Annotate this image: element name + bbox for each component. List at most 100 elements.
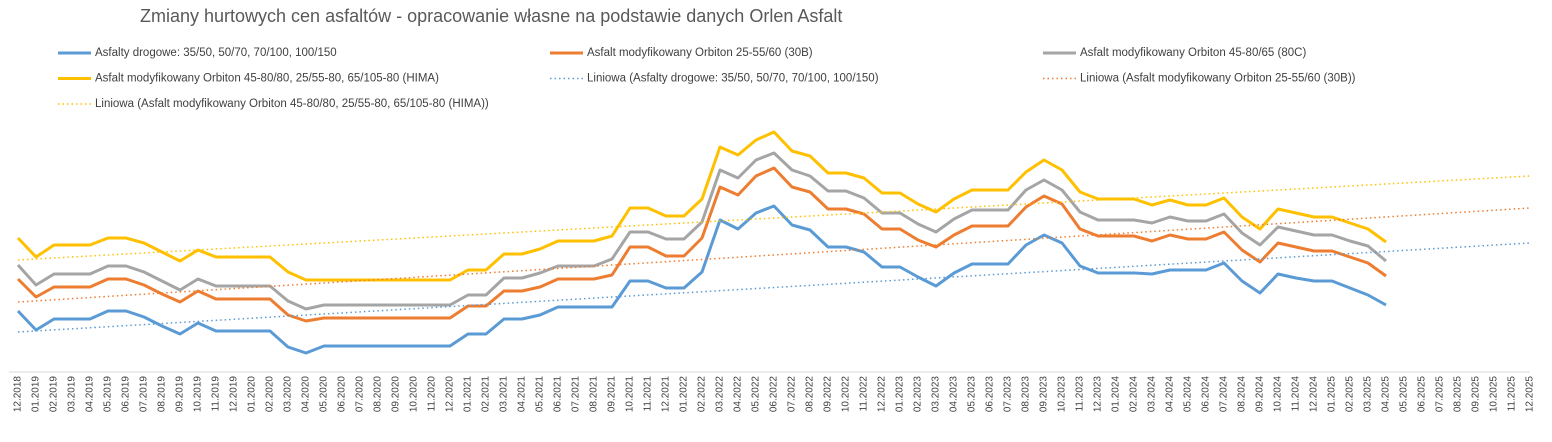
series-line xyxy=(16,204,1387,355)
x-tick-label: 06.2024 xyxy=(1201,376,1212,413)
x-tick-label: 05.2021 xyxy=(535,376,546,413)
x-tick-label: 04.2020 xyxy=(301,376,312,413)
x-tick-label: 09.2024 xyxy=(1255,376,1266,413)
x-tick-label: 02.2023 xyxy=(913,376,924,413)
trend-line xyxy=(17,175,1531,261)
series-line xyxy=(16,166,1387,323)
x-tick-label: 06.2022 xyxy=(769,376,780,413)
x-tick-label: 10.2025 xyxy=(1489,376,1500,413)
x-tick-label: 04.2024 xyxy=(1165,376,1176,413)
series-line xyxy=(16,130,1387,282)
x-tick-label: 09.2023 xyxy=(1039,376,1050,413)
x-tick-label: 01.2024 xyxy=(1111,376,1122,413)
x-tick-label: 01.2025 xyxy=(1327,376,1338,413)
x-tick-label: 01.2020 xyxy=(247,376,258,413)
x-tick-label: 04.2021 xyxy=(517,376,528,413)
x-tick-label: 02.2019 xyxy=(49,376,60,413)
x-tick-label: 11.2025 xyxy=(1507,376,1518,412)
x-tick-label: 07.2023 xyxy=(1003,376,1014,413)
x-tick-label: 06.2025 xyxy=(1417,376,1428,413)
x-tick-label: 08.2022 xyxy=(805,376,816,413)
x-tick-label: 12.2023 xyxy=(1093,376,1104,413)
x-tick-label: 11.2019 xyxy=(211,376,222,412)
x-tick-label: 05.2019 xyxy=(103,376,114,413)
x-tick-label: 10.2020 xyxy=(409,376,420,413)
x-tick-label: 10.2021 xyxy=(625,376,636,413)
x-tick-label: 10.2023 xyxy=(1057,376,1068,413)
x-tick-label: 01.2022 xyxy=(679,376,690,413)
trend-line xyxy=(17,207,1531,303)
x-tick-label: 03.2019 xyxy=(67,376,78,413)
x-tick-label: 07.2019 xyxy=(139,376,150,413)
x-tick-label: 03.2022 xyxy=(715,376,726,413)
x-tick-label: 04.2022 xyxy=(733,376,744,413)
x-tick-label: 06.2020 xyxy=(337,376,348,413)
x-tick-label: 01.2021 xyxy=(463,376,474,413)
x-tick-label: 12.2019 xyxy=(229,376,240,413)
x-tick-label: 11.2020 xyxy=(427,376,438,412)
x-tick-label: 12.2025 xyxy=(1525,376,1536,413)
x-tick-label: 12.2024 xyxy=(1309,376,1320,413)
x-tick-label: 03.2020 xyxy=(283,376,294,413)
x-tick-label: 08.2024 xyxy=(1237,376,1248,413)
legend-label: Liniowa (Asfalty drogowe: 35/50, 50/70, … xyxy=(587,73,879,85)
x-tick-label: 11.2021 xyxy=(643,376,654,412)
x-tick-label: 09.2025 xyxy=(1471,376,1482,413)
x-tick-label: 05.2025 xyxy=(1399,376,1410,413)
x-tick-label: 04.2025 xyxy=(1381,376,1392,413)
legend-label: Liniowa (Asfalt modyfikowany Orbiton 45-… xyxy=(95,98,489,110)
x-tick-label: 05.2020 xyxy=(319,376,330,413)
x-tick-label: 12.2022 xyxy=(877,376,888,413)
x-tick-label: 07.2020 xyxy=(355,376,366,413)
legend-label: Asfalt modyfikowany Orbiton 25-55/60 (30… xyxy=(587,47,813,59)
legend-label: Asfalt modyfikowany Orbiton 45-80/80, 25… xyxy=(95,73,439,85)
x-tick-label: 05.2024 xyxy=(1183,376,1194,413)
x-tick-label: 08.2023 xyxy=(1021,376,1032,413)
x-tick-label: 02.2022 xyxy=(697,376,708,413)
x-tick-label: 02.2024 xyxy=(1129,376,1140,413)
x-tick-label: 09.2020 xyxy=(391,376,402,413)
x-tick-label: 05.2022 xyxy=(751,376,762,413)
x-tick-label: 03.2024 xyxy=(1147,376,1158,413)
x-tick-label: 01.2023 xyxy=(895,376,906,413)
x-tick-label: 08.2025 xyxy=(1453,376,1464,413)
x-tick-label: 02.2025 xyxy=(1345,376,1356,413)
x-tick-label: 01.2019 xyxy=(31,376,42,413)
x-tick-label: 10.2022 xyxy=(841,376,852,413)
chart-title: Zmiany hurtowych cen asfaltów - opracowa… xyxy=(140,6,842,26)
x-tick-label: 08.2021 xyxy=(589,376,600,413)
x-tick-label: 08.2019 xyxy=(157,376,168,413)
x-tick-label: 04.2019 xyxy=(85,376,96,413)
trend-line xyxy=(17,242,1531,333)
x-tick-label: 12.2021 xyxy=(661,376,672,413)
x-tick-label: 10.2024 xyxy=(1273,376,1284,413)
x-tick-label: 07.2021 xyxy=(571,376,582,413)
x-tick-label: 08.2020 xyxy=(373,376,384,413)
x-tick-label: 07.2022 xyxy=(787,376,798,413)
x-tick-label: 09.2021 xyxy=(607,376,618,413)
legend-label: Liniowa (Asfalt modyfikowany Orbiton 25-… xyxy=(1080,73,1356,85)
x-tick-label: 07.2025 xyxy=(1435,376,1446,413)
x-tick-label: 03.2021 xyxy=(499,376,510,413)
x-tick-label: 11.2023 xyxy=(1075,376,1086,412)
x-tick-label: 10.2019 xyxy=(193,376,204,413)
series-line xyxy=(16,151,1387,311)
legend-label: Asfalt modyfikowany Orbiton 45-80/65 (80… xyxy=(1080,47,1306,59)
x-tick-label: 02.2021 xyxy=(481,376,492,413)
x-tick-label: 06.2023 xyxy=(985,376,996,413)
legend-label: Asfalty drogowe: 35/50, 50/70, 70/100, 1… xyxy=(95,47,337,59)
x-tick-label: 09.2019 xyxy=(175,376,186,413)
x-tick-label: 06.2021 xyxy=(553,376,564,413)
x-tick-label: 12.2018 xyxy=(13,376,24,413)
x-tick-label: 12.2020 xyxy=(445,376,456,413)
x-tick-label: 05.2023 xyxy=(967,376,978,413)
x-tick-label: 06.2019 xyxy=(121,376,132,413)
x-tick-label: 11.2022 xyxy=(859,376,870,412)
x-tick-label: 07.2024 xyxy=(1219,376,1230,413)
x-tick-label: 04.2023 xyxy=(949,376,960,413)
x-tick-label: 11.2024 xyxy=(1291,376,1302,412)
x-tick-label: 09.2022 xyxy=(823,376,834,413)
x-tick-label: 03.2023 xyxy=(931,376,942,413)
x-tick-label: 03.2025 xyxy=(1363,376,1374,413)
